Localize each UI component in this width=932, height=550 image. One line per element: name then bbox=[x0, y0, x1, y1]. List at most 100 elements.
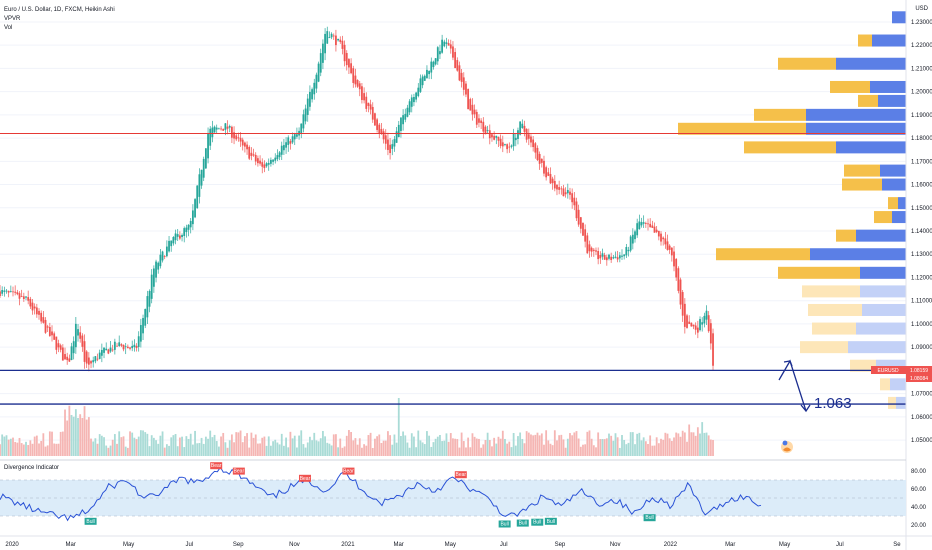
candle-body bbox=[439, 51, 441, 55]
candle-body bbox=[319, 53, 322, 73]
volume-bar bbox=[504, 438, 506, 456]
candle-body bbox=[194, 199, 196, 218]
bear-signal: Bear bbox=[298, 474, 311, 482]
candle-body bbox=[521, 123, 524, 129]
candle-body bbox=[577, 209, 580, 225]
volume-bar bbox=[257, 443, 259, 456]
volume-bar bbox=[196, 443, 199, 456]
volume-bar bbox=[629, 432, 632, 456]
candle-body bbox=[558, 187, 561, 190]
volume-bar bbox=[274, 439, 277, 456]
volume-bar bbox=[241, 442, 244, 456]
candle-body bbox=[603, 254, 606, 260]
candle-body bbox=[254, 154, 257, 162]
volume-bar bbox=[3, 436, 6, 456]
volume-bar bbox=[328, 443, 331, 456]
volume-bar bbox=[523, 443, 526, 456]
volume-bar bbox=[306, 442, 309, 456]
candle-body bbox=[98, 352, 101, 359]
volume-bar bbox=[644, 441, 647, 456]
price-tick-label: 1.17000 bbox=[911, 159, 932, 165]
volume-bar bbox=[215, 441, 218, 456]
price-tick-label: 1.18000 bbox=[911, 136, 932, 142]
target-price-label[interactable]: 1.063 bbox=[814, 395, 852, 412]
volume-bar bbox=[631, 432, 634, 456]
candle-body bbox=[512, 134, 515, 147]
candle-body bbox=[549, 174, 552, 184]
flame-icon[interactable] bbox=[781, 440, 793, 453]
volume-bar bbox=[679, 436, 682, 456]
projection-arrows[interactable] bbox=[778, 359, 811, 413]
candle-body bbox=[226, 126, 229, 129]
candle-body bbox=[482, 121, 485, 132]
volume-bar bbox=[191, 444, 194, 456]
candle-body bbox=[189, 220, 192, 228]
vpvr-bar-up bbox=[754, 108, 806, 121]
volume-bar bbox=[124, 446, 127, 456]
price-tick-label: 1.06000 bbox=[911, 415, 932, 421]
volume-bar bbox=[142, 430, 144, 456]
volume-bar bbox=[556, 440, 558, 456]
volume-bar bbox=[545, 430, 548, 456]
volume-bar bbox=[172, 435, 175, 456]
time-tick-label: May bbox=[445, 542, 456, 548]
candle-body bbox=[586, 235, 589, 254]
volume-bar bbox=[202, 443, 205, 456]
volume-bar bbox=[356, 444, 359, 456]
volume-bar bbox=[638, 432, 641, 456]
volume-bar bbox=[380, 443, 383, 456]
volume-bar bbox=[170, 437, 173, 456]
volume-bar bbox=[584, 444, 587, 456]
candle-body bbox=[224, 123, 227, 130]
volume-bar bbox=[573, 432, 576, 456]
volume-bar bbox=[670, 440, 673, 456]
candle-body bbox=[328, 37, 331, 38]
volume-bar bbox=[408, 447, 411, 456]
volume-bar bbox=[222, 432, 225, 456]
bear-signal: Bear bbox=[342, 467, 355, 475]
volume-bar bbox=[651, 445, 654, 456]
candle-body bbox=[400, 117, 402, 131]
volume-bar bbox=[419, 440, 422, 456]
candle-body bbox=[68, 358, 71, 362]
volume-bar bbox=[668, 438, 671, 456]
volume-bar bbox=[116, 443, 118, 456]
candle-body bbox=[525, 128, 528, 140]
volume-bar bbox=[623, 440, 626, 456]
price-tick-label: 1.23000 bbox=[911, 20, 932, 26]
candle-body bbox=[690, 322, 693, 327]
candle-body bbox=[181, 234, 183, 238]
volume-bar bbox=[207, 438, 209, 456]
volume-bar bbox=[118, 431, 121, 456]
candle-body bbox=[217, 128, 220, 130]
vol-label[interactable]: Vol bbox=[4, 25, 12, 31]
volume-bar bbox=[309, 436, 311, 456]
volume-bar bbox=[146, 433, 149, 456]
candle-body bbox=[365, 96, 368, 109]
volume-bar bbox=[705, 432, 708, 456]
candle-body bbox=[66, 356, 69, 361]
volume-bar bbox=[590, 438, 593, 456]
volume-bar bbox=[20, 443, 23, 456]
candle-body bbox=[1, 290, 4, 294]
volume-bar bbox=[480, 447, 483, 456]
volume-bar bbox=[350, 431, 352, 456]
candle-body bbox=[40, 312, 43, 322]
volume-bar bbox=[517, 436, 519, 456]
candle-body bbox=[57, 343, 60, 348]
vpvr-bar-down bbox=[810, 248, 906, 261]
volume-bar bbox=[163, 447, 166, 456]
volume-bar bbox=[415, 447, 418, 456]
candle-body bbox=[703, 315, 706, 324]
volume-bar bbox=[597, 432, 600, 456]
arrow-head-up bbox=[783, 360, 793, 367]
volume-bar bbox=[586, 431, 589, 456]
candle-body bbox=[562, 188, 565, 197]
volume-bar bbox=[374, 438, 376, 456]
vpvr-label[interactable]: VPVR bbox=[4, 16, 21, 22]
volume-bar bbox=[456, 439, 459, 456]
time-tick-label: Sep bbox=[555, 542, 566, 548]
volume-bar bbox=[311, 440, 313, 456]
candle-body bbox=[497, 136, 500, 141]
time-tick-label: Se bbox=[893, 542, 901, 548]
